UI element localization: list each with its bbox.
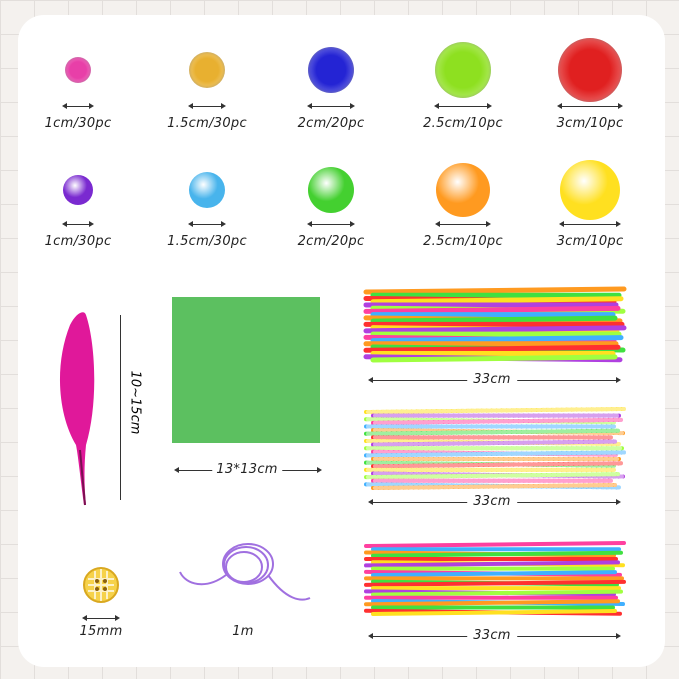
pompom-size-arrow (434, 103, 492, 109)
pompom-size-arrow (307, 103, 355, 109)
pompom-size-arrow (559, 221, 621, 227)
pipe-cleaner-bundle-solid (363, 286, 627, 363)
pompom-5 (558, 38, 622, 102)
pipe-cleaner (371, 550, 623, 558)
pompom-3 (308, 167, 354, 213)
pompom-2 (189, 52, 225, 88)
pipe-cleaner (363, 325, 627, 334)
pipe-cleaner (364, 560, 620, 568)
pompom-2 (189, 172, 225, 208)
pipe-cleaner (363, 286, 627, 295)
pompom-4 (436, 163, 490, 217)
pipe-cleaner-bundle-glitter (364, 541, 626, 616)
pompom-size-label: 2.5cm/10pc (423, 116, 503, 131)
pompom-size-arrow (435, 221, 491, 227)
pompom-size-arrow (62, 221, 94, 227)
pipe-cleaner (371, 589, 623, 597)
pompom-size-arrow (188, 221, 226, 227)
pompom-size-label: 2cm/20pc (297, 234, 365, 249)
pipe-cleaner (364, 407, 626, 414)
pipe-cleaner (363, 305, 621, 314)
button-size-label: 15mm (79, 624, 123, 639)
pipe-cleaner (364, 541, 626, 548)
pipe-cleaner (364, 450, 626, 458)
pompom-size-arrow (307, 221, 355, 227)
pipe-cleaner (371, 570, 617, 578)
pipe-cleaner (364, 472, 620, 480)
pipe-cleaner-size-label-2: 33cm (467, 494, 517, 509)
pipe-cleaner (364, 599, 620, 607)
button-image (83, 567, 119, 603)
pipe-cleaner (363, 344, 621, 353)
pipe-cleaner (371, 609, 617, 616)
pipe-cleaner-size-label-3: 33cm (467, 628, 517, 643)
pompom-size-label: 1.5cm/30pc (167, 116, 247, 131)
pompom-size-label: 3cm/10pc (556, 116, 624, 131)
feather-image (59, 312, 95, 506)
pompom-size-arrow (62, 103, 94, 109)
pipe-cleaner (371, 439, 617, 447)
pipe-cleaner (370, 296, 624, 305)
pompom-size-arrow (557, 103, 623, 109)
pipe-cleaner-size-label-1: 33cm (467, 372, 517, 387)
pompom-4 (435, 42, 491, 98)
pompom-size-label: 3cm/10pc (556, 234, 624, 249)
pipe-cleaner (371, 483, 617, 490)
pompom-size-arrow (188, 103, 226, 109)
pompom-1 (65, 57, 91, 83)
elastic-cord-image (179, 543, 311, 601)
pompom-size-label: 1.5cm/30pc (167, 234, 247, 249)
pompom-size-label: 2cm/20pc (297, 116, 365, 131)
pipe-cleaner (370, 335, 624, 344)
felt-size-label: 13*13cm (212, 462, 282, 477)
cord-length-label: 1m (232, 624, 254, 639)
pipe-cleaner (370, 315, 618, 324)
pompom-5 (560, 160, 620, 220)
pompom-size-label: 1cm/30pc (44, 116, 112, 131)
pompom-1 (63, 175, 93, 205)
pompom-3 (308, 47, 354, 93)
pipe-cleaner (371, 461, 623, 469)
pipe-cleaner (370, 354, 618, 363)
pompom-size-label: 2.5cm/10pc (423, 234, 503, 249)
pipe-cleaner (364, 428, 620, 436)
pipe-cleaner (364, 579, 626, 587)
felt-square-image (172, 297, 320, 443)
pipe-cleaner-bundle-striped (364, 407, 626, 490)
feather-dimension-arrow (120, 315, 121, 500)
pompom-size-label: 1cm/30pc (44, 234, 112, 249)
feather-size-label: 10~15cm (127, 367, 143, 438)
pipe-cleaner (371, 417, 623, 425)
button-dimension-arrow (82, 615, 120, 621)
